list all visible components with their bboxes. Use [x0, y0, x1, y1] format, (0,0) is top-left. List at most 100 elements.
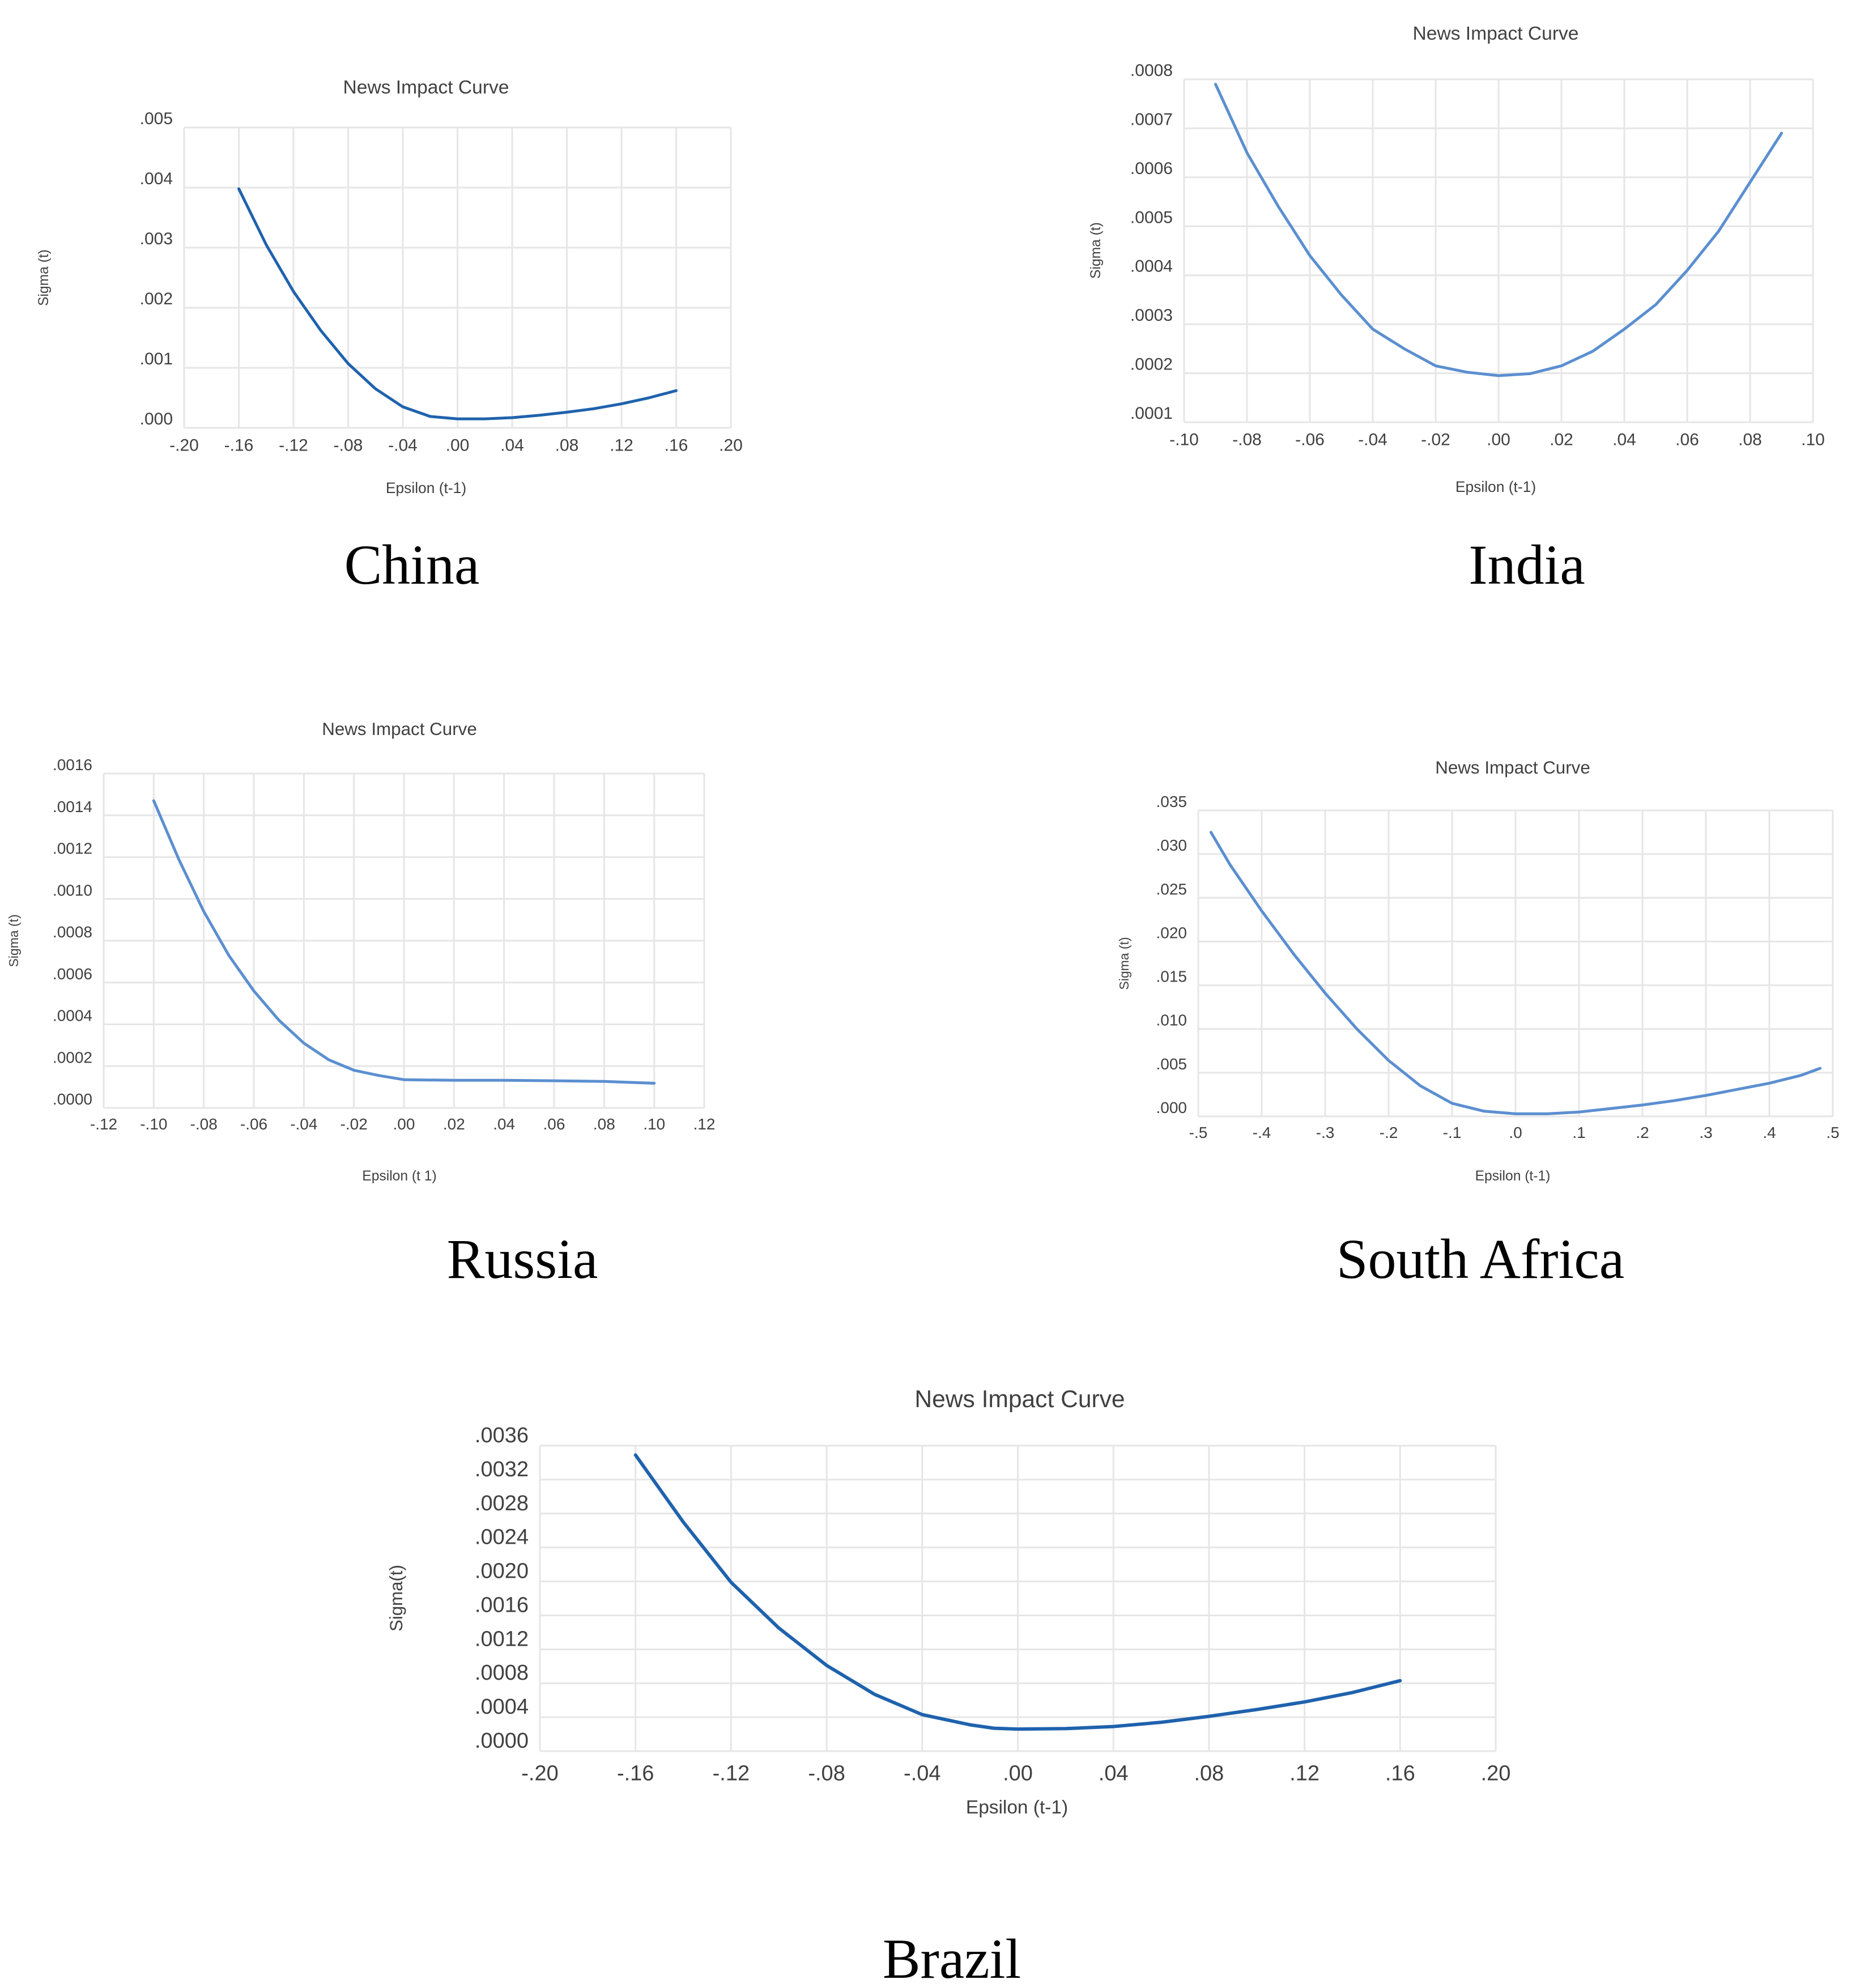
x-tick-label: .10	[1801, 431, 1825, 449]
y-tick-label: .004	[140, 169, 173, 188]
y-tick-label: .035	[1156, 793, 1187, 810]
y-tick-label: .0005	[1130, 208, 1173, 227]
y-tick-label: .0001	[1130, 404, 1173, 423]
x-tick-label: .04	[500, 436, 524, 455]
x-tick-label: -.04	[290, 1115, 317, 1133]
x-axis-label: Epsilon (t-1)	[1475, 1169, 1551, 1184]
x-tick-label: -.2	[1380, 1124, 1398, 1141]
y-axis-label: Sigma(t)	[386, 1565, 406, 1632]
chart-safrica: -.5 -.4 -.3 -.2 -.1 .0 .1 .2 .3 .4 .5 .000 .005 .010.…	[1117, 758, 1840, 1290]
y-tick-label: .003	[140, 230, 173, 248]
y-tick-label: .0016	[475, 1593, 529, 1617]
x-tick-label: -.04	[904, 1761, 940, 1785]
y-axis-label: Sigma (t)	[6, 914, 21, 967]
x-tick-label: -.12	[90, 1115, 117, 1133]
y-tick-label: .005	[140, 109, 173, 128]
x-tick-label: .16	[665, 436, 688, 455]
chart-brazil: -.20 -.16 -.12 -.08 -.04 .00 .04 .08 .12 .16 .20 .0…	[386, 1386, 1510, 1988]
y-tick-label: .0007	[1130, 110, 1173, 129]
y-tick-label: .0028	[475, 1492, 529, 1515]
y-tick-label: .0004	[53, 1007, 92, 1025]
x-tick-label: -.10	[1169, 431, 1199, 449]
y-tick-label: .002	[140, 290, 173, 308]
x-tick-label: .5	[1826, 1124, 1839, 1141]
y-tick-label: .001	[140, 350, 173, 368]
y-tick-label: .0002	[53, 1048, 92, 1066]
x-tick-label: -.10	[140, 1115, 167, 1133]
x-tick-label: -.04	[1358, 431, 1387, 449]
series-line	[152, 799, 656, 1085]
y-tick-label: .0004	[475, 1695, 529, 1719]
y-tick-label: .0012	[475, 1627, 529, 1651]
y-tick-label: .0020	[475, 1560, 529, 1583]
x-tick-label: .08	[555, 436, 579, 455]
y-tick-label: .0000	[53, 1090, 92, 1108]
y-axis-label: Sigma (t)	[1117, 937, 1131, 989]
x-tick-label: -.02	[340, 1115, 368, 1133]
x-tick-label: -.4	[1253, 1124, 1271, 1141]
x-tick-label: .10	[643, 1115, 665, 1133]
y-tick-label: .0004	[1130, 257, 1173, 276]
chart-india: -.10 -.08 -.06 -.04 -.02 .00 .02 .04 .06 .08 .10 .0…	[1088, 23, 1825, 596]
x-tick-label: -.06	[240, 1115, 267, 1133]
chart-china: -.20 -.16 -.12 -.08 -.04 .00 .04 .08 .12 .16 .20 .0…	[36, 77, 743, 596]
x-tick-label: -.16	[617, 1761, 654, 1785]
x-tick-label: .1	[1572, 1124, 1585, 1141]
y-tick-label: .0002	[1130, 355, 1173, 374]
x-tick-label: .00	[393, 1115, 415, 1133]
y-tick-label: .0032	[475, 1458, 529, 1481]
x-tick-label: .0	[1509, 1124, 1522, 1141]
x-tick-label: .04	[1612, 431, 1636, 449]
y-tick-label: .0003	[1130, 306, 1173, 325]
chart-caption: India	[1469, 533, 1585, 596]
x-tick-label: -.5	[1189, 1124, 1208, 1141]
y-tick-label: .0008	[53, 923, 92, 941]
x-tick-label: .12	[610, 436, 633, 455]
x-tick-label: .00	[1003, 1761, 1033, 1785]
series-line	[633, 1453, 1402, 1731]
x-tick-label: -.3	[1316, 1124, 1335, 1141]
x-tick-label: -.08	[190, 1115, 218, 1133]
y-tick-label: .0006	[1130, 159, 1173, 178]
x-tick-label: -.08	[808, 1761, 845, 1785]
y-tick-label: .025	[1156, 880, 1187, 898]
chart-caption: Brazil	[883, 1927, 1021, 1988]
x-axis-label: Epsilon (t-1)	[1455, 478, 1536, 495]
chart-title: News Impact Curve	[343, 77, 509, 98]
x-tick-label: .2	[1636, 1124, 1649, 1141]
x-tick-label: .20	[719, 436, 743, 455]
x-tick-label: -.06	[1295, 431, 1325, 449]
y-tick-label: .0010	[53, 881, 92, 899]
x-tick-label: -.12	[713, 1761, 750, 1785]
series-line	[1214, 83, 1783, 377]
chart-caption: China	[344, 533, 480, 596]
y-axis-label: Sigma (t)	[36, 249, 52, 306]
x-tick-label: -.02	[1421, 431, 1450, 449]
y-tick-label: .030	[1156, 836, 1187, 854]
x-tick-label: -.1	[1443, 1124, 1462, 1141]
y-tick-label: .0008	[1130, 61, 1173, 80]
y-tick-label: .010	[1156, 1012, 1187, 1029]
x-tick-label: .06	[1675, 431, 1699, 449]
y-tick-label: .0006	[53, 965, 92, 983]
y-tick-label: .0014	[53, 798, 92, 815]
chart-title: News Impact Curve	[1413, 23, 1579, 44]
x-tick-label: .4	[1763, 1124, 1776, 1141]
x-tick-label: .12	[693, 1115, 716, 1133]
y-tick-label: .0036	[475, 1424, 529, 1447]
y-tick-label: .0016	[53, 756, 92, 774]
x-axis-label: Epsilon (t 1)	[362, 1169, 436, 1184]
y-tick-label: .005	[1156, 1055, 1187, 1073]
y-tick-label: .0000	[475, 1729, 529, 1753]
x-tick-label: -.20	[521, 1761, 558, 1785]
x-tick-label: -.12	[279, 436, 308, 455]
series-line	[237, 187, 678, 420]
y-tick-label: .000	[140, 410, 173, 428]
x-tick-label: .16	[1385, 1761, 1415, 1785]
y-tick-label: .0012	[53, 840, 92, 857]
x-tick-label: -.08	[334, 436, 363, 455]
x-tick-label: .12	[1289, 1761, 1320, 1785]
chart-russia: -.12 -.10 -.08 -.06 -.04 -.02 .00 .02 .04 .06 .08.…	[6, 719, 715, 1290]
x-tick-label: .3	[1699, 1124, 1712, 1141]
x-tick-label: .08	[1738, 431, 1762, 449]
